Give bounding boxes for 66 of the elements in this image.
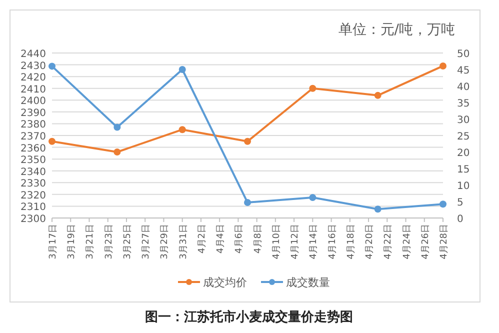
chart-title: 单位：元/吨，万吨 [338,22,455,38]
x-tick-label: 4月22日 [384,224,394,260]
y-tick-label: 2310 [20,202,46,214]
point [309,194,316,202]
x-tick-label: 3月31日 [178,224,189,260]
y-tick-label: 2390 [20,108,46,119]
point [178,126,186,134]
point [244,138,251,145]
point [440,62,446,70]
x-tick-label: 3月29日 [160,224,170,260]
y-tick-label: 2380 [20,120,46,131]
x-tick-label: 4月10日 [272,224,282,260]
y2-tick-label: 10 [457,181,470,192]
point [374,206,382,213]
y2-tick-label: 30 [457,115,470,126]
y2-tick-label: 15 [457,164,470,176]
point [309,84,316,92]
y-tick-label: 2300 [20,214,46,225]
y-tick-label: 2400 [20,96,46,108]
x-tick-label: 4月18日 [346,224,356,260]
y2-tick-label: 5 [457,198,464,208]
point [48,138,56,145]
point [114,148,121,156]
legend-label: 成交均价 [203,276,247,289]
y-tick-label: 2360 [20,143,46,154]
y-tick-label: 2430 [20,60,46,72]
y-tick-label: 2440 [20,49,46,60]
x-tick-label: 4月24日 [402,224,412,260]
x-tick-label: 4月16日 [328,224,338,260]
x-tick-label: 4月26日 [420,224,431,260]
y-tick-label: 2420 [20,72,46,84]
y2-tick-label: 0 [457,214,464,225]
x-tick-label: 4月28日 [440,224,450,260]
x-tick-label: 3月25日 [122,224,133,260]
x-tick-label: 4月14日 [309,224,320,260]
y-tick-label: 2320 [20,190,46,202]
point [440,200,446,208]
x-tick-label: 4月4日 [216,224,226,254]
legend-label: 成交数量 [286,276,330,289]
point [48,62,56,70]
x-tick-label: 3月21日 [86,224,96,260]
point [178,66,186,73]
x-tick-label: 3月17日 [48,224,58,260]
x-tick-label: 4月2日 [197,224,208,254]
y2-tick-label: 45 [457,66,470,76]
y-tick-label: 2340 [20,166,46,178]
x-tick-label: 3月19日 [67,224,78,260]
y2-tick-label: 20 [457,148,470,159]
x-tick-label: 4月12日 [290,224,301,260]
point [374,92,382,99]
point [114,124,121,131]
y2-tick-label: 25 [457,132,470,142]
x-tick-label: 4月20日 [365,224,376,260]
y-tick-label: 2350 [20,155,46,166]
text: 图一：江苏托市小麦成交量价走势图 [145,309,353,325]
y-tick-label: 2410 [20,84,46,96]
x-tick-label: 3月27日 [142,224,152,260]
x-tick-label: 4月6日 [234,224,245,254]
y-tick-label: 2330 [20,178,46,190]
x-tick-label: 4月8日 [253,224,264,254]
point [244,198,251,206]
y2-tick-label: 50 [457,49,470,60]
y-tick-label: 2370 [20,132,46,142]
x-tick-label: 3月23日 [104,224,114,260]
y2-tick-label: 35 [457,98,470,110]
y2-tick-label: 40 [457,82,470,93]
